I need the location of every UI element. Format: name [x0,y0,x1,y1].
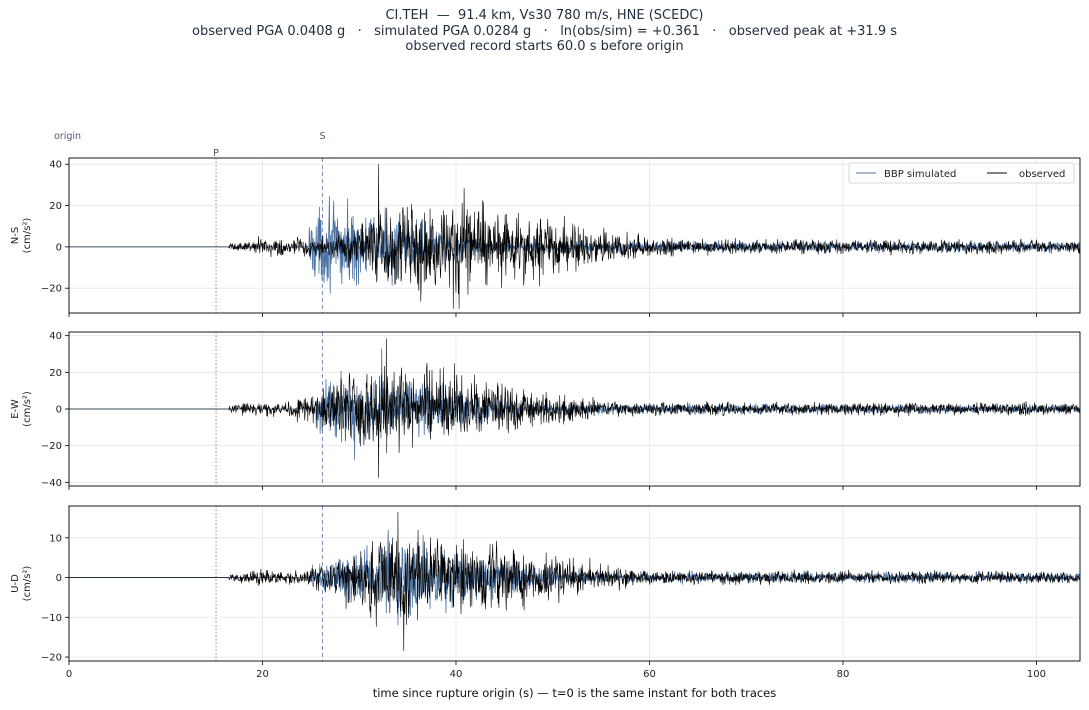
observed-trace-e-w [69,338,1080,478]
x-axis-label: time since rupture origin (s) — t=0 is t… [373,686,777,700]
y-tick-label: 20 [49,368,62,379]
y-tick-label: 0 [56,573,62,584]
x-tick-label: 60 [643,669,656,680]
y-tick-label: 10 [49,533,62,544]
y-axis-label: N-S [10,227,21,244]
marker-label-p: P [213,148,219,159]
legend-label-observed: observed [1019,169,1065,180]
y-tick-label: −10 [41,613,62,624]
panel-n-s: −20 0 20 40 N-S (cm/s²) BBP simulated observed [10,157,1081,317]
y-tick-label: −20 [41,441,62,452]
title-line-3: observed record starts 60.0 s before ori… [405,39,684,54]
y-tick-label: 0 [56,242,62,253]
y-tick-label: −40 [41,478,62,489]
marker-label-origin: origin [54,131,81,142]
y-axis-label: E-W [10,399,21,419]
title-line-1: CI.TEH — 91.4 km, Vs30 780 m/s, HNE (SCE… [385,8,704,23]
y-axis-label: U-D [10,574,21,593]
y-tick-label: 20 [49,201,62,212]
x-tick-label: 40 [450,669,463,680]
legend: BBP simulated observed [848,162,1075,184]
panel-u-d: −20 −10 0 10 U-D (cm/s²) [10,505,1081,665]
y-tick-label: −20 [41,284,62,295]
y-tick-label: 0 [56,405,62,416]
y-axis-unit: (cm/s²) [22,391,33,427]
panel-e-w: −40 −20 0 20 40 E-W (cm/s²) [10,331,1081,490]
observed-trace-n-s [69,164,1080,309]
observed-trace-u-d [69,511,1080,652]
title-line-2: observed PGA 0.0408 g · simulated PGA 0.… [191,23,898,39]
x-tick-label: 100 [1027,669,1046,680]
figure-title: CI.TEH — 91.4 km, Vs30 780 m/s, HNE (SCE… [0,8,1089,55]
y-tick-label: −20 [41,653,62,664]
panel-frame [68,505,1081,662]
y-axis-unit: (cm/s²) [22,218,33,254]
marker-label-s: S [319,131,325,142]
panel-frame [68,157,1081,314]
x-tick-label: 20 [256,669,269,680]
y-tick-label: 40 [49,160,62,171]
y-axis-unit: (cm/s²) [22,566,33,602]
legend-label-simulated: BBP simulated [884,169,956,180]
x-tick-label: 0 [66,669,72,680]
y-tick-label: 40 [49,331,62,342]
legend-box [848,162,1075,184]
x-tick-label: 80 [837,669,850,680]
